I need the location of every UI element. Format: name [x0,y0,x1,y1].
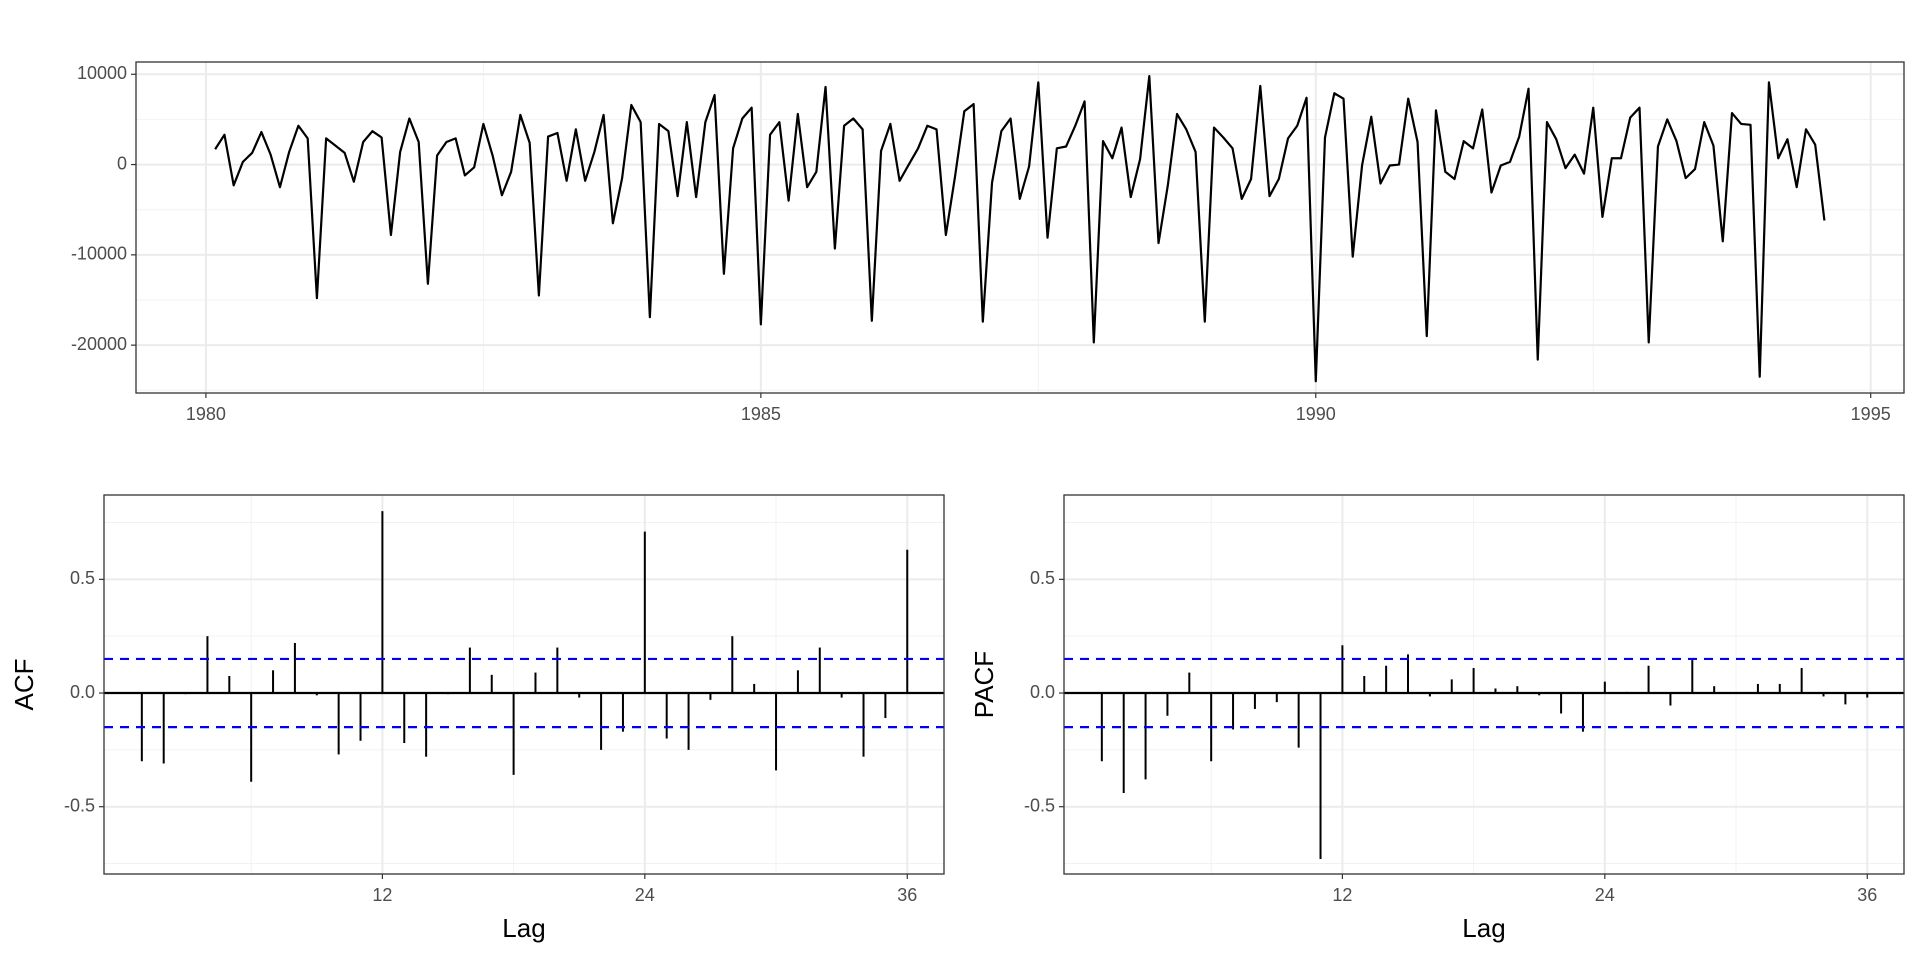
y-tick-label: 10000 [77,63,127,83]
x-tick-label: 24 [635,885,655,905]
x-tick-label: 12 [372,885,392,905]
y-tick-label: 0.0 [1030,682,1055,702]
panel-border [135,61,1905,394]
panel-background [1064,495,1904,874]
y-tick-label: 0.0 [70,682,95,702]
x-axis-title: Lag [502,913,545,943]
y-tick-label: 0.5 [1030,568,1055,588]
x-tick-label: 24 [1595,885,1615,905]
y-tick-label: 0 [117,153,127,173]
panel-background [136,62,1904,393]
y-axis-title: PACF [969,651,999,718]
x-tick-label: 1995 [1851,404,1891,424]
x-tick-label: 1985 [741,404,781,424]
x-tick-label: 1990 [1296,404,1336,424]
y-tick-label: -10000 [71,244,127,264]
x-tick-label: 36 [1857,885,1877,905]
y-tick-label: -0.5 [1024,795,1055,815]
panel-border [1063,494,1905,875]
x-axis-title: Lag [1462,913,1505,943]
x-tick-label: 36 [897,885,917,905]
y-tick-label: 0.5 [70,568,95,588]
y-tick-label: -20000 [71,334,127,354]
panel-background [104,495,944,874]
y-axis-title: ACF [9,659,39,711]
x-tick-label: 1980 [186,404,226,424]
series-line [214,74,1826,383]
x-tick-label: 12 [1332,885,1352,905]
panel-border [103,494,945,875]
y-tick-label: -0.5 [64,795,95,815]
